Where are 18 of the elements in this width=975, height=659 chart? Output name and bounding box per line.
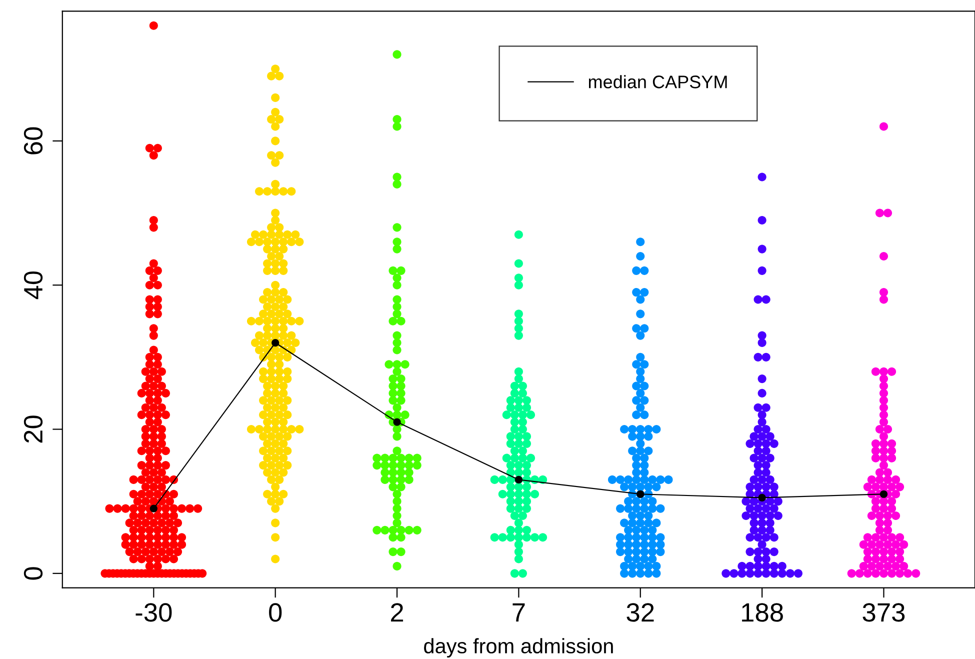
x-tick-label: 188 [742, 603, 783, 622]
x-tick-label: -30 [136, 603, 172, 622]
y-tick-label: 60 [24, 127, 43, 154]
x-tick-label: 373 [862, 603, 905, 622]
x-tick-label: 0 [269, 603, 282, 622]
point [393, 418, 401, 426]
point [880, 490, 888, 498]
x-axis-title: days from admission [424, 638, 613, 658]
point [272, 338, 280, 347]
legend-label: median CAPSYM [588, 75, 727, 88]
point [758, 494, 766, 502]
y-tick-label: 0 [24, 567, 43, 580]
x-tick-label: 7 [512, 603, 525, 622]
point [150, 504, 158, 512]
x-tick-label: 2 [391, 603, 404, 622]
y-tick-label: 20 [24, 416, 43, 443]
x-tick-label: 32 [626, 603, 654, 622]
y-tick-label: 40 [24, 271, 43, 300]
